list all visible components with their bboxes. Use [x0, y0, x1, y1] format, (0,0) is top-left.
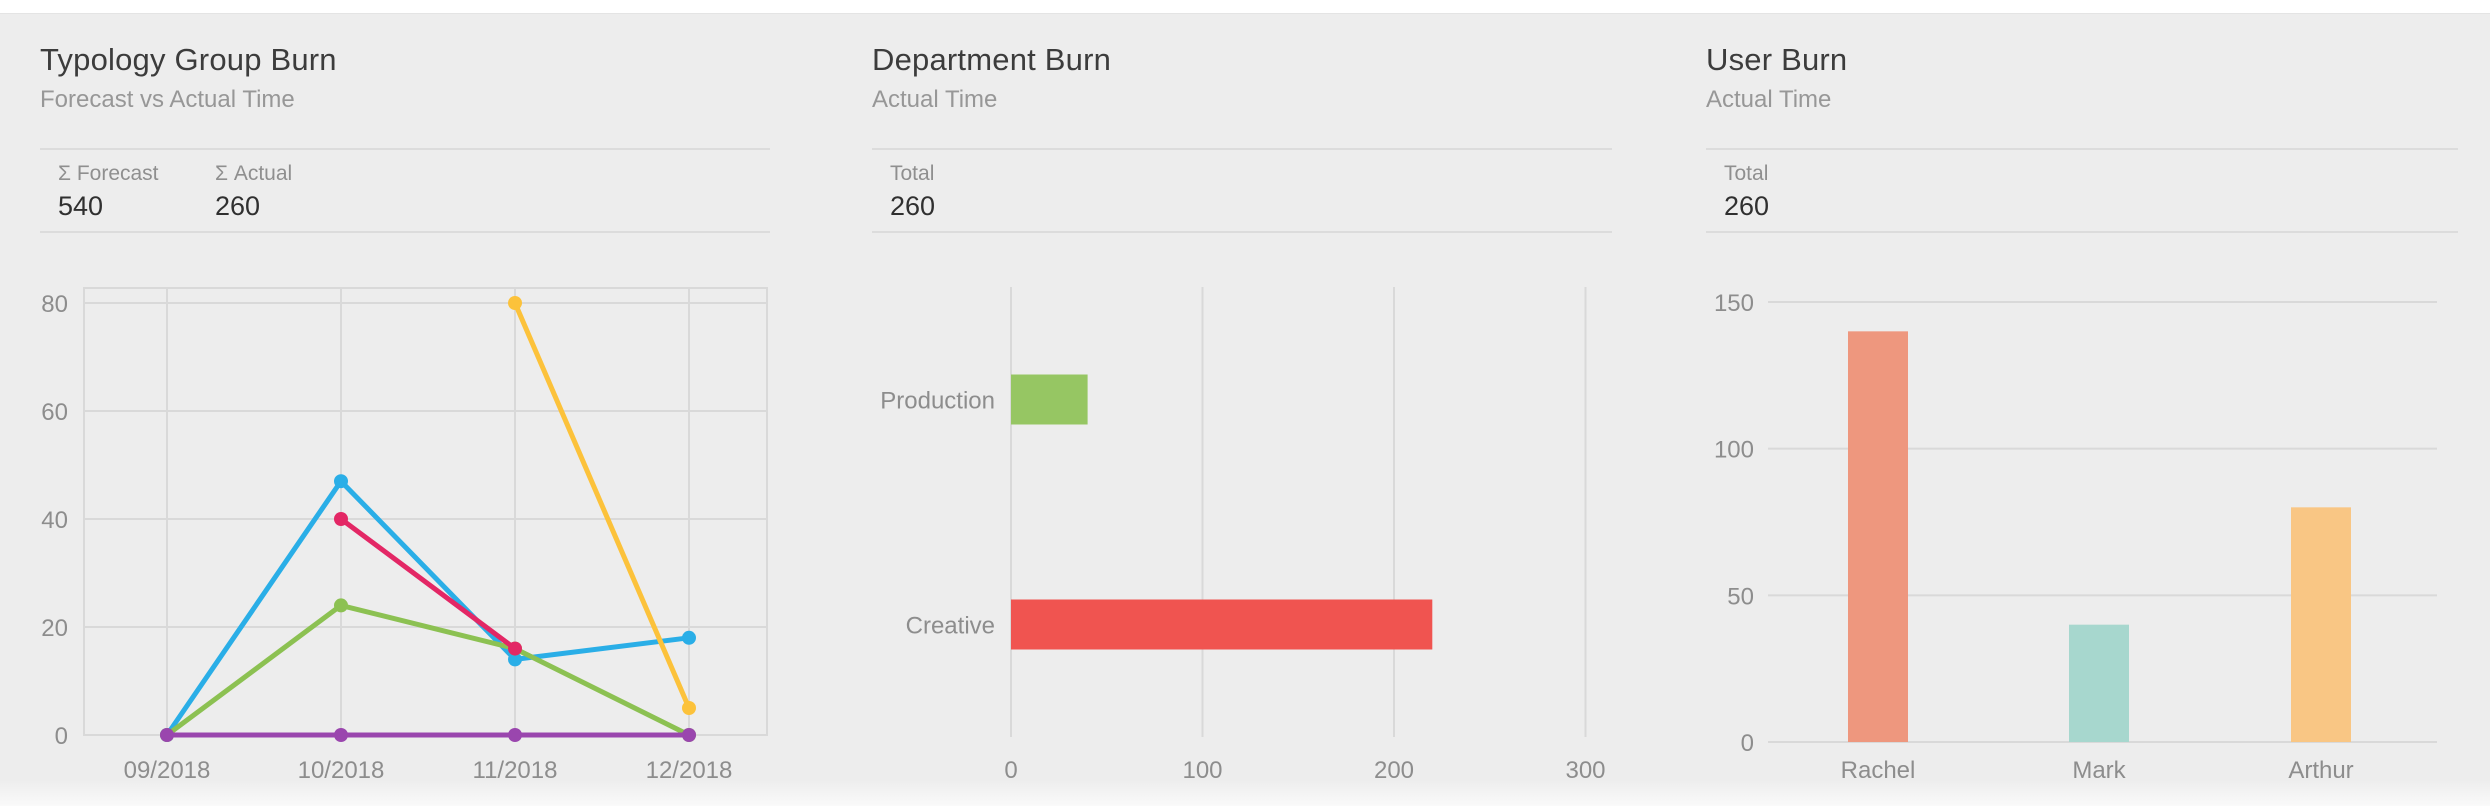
stat-label: Total	[890, 162, 935, 185]
top-bar	[0, 0, 2490, 14]
divider	[1706, 148, 2458, 150]
stat-value: 260	[890, 191, 936, 221]
y-tick-label: 50	[1727, 583, 1754, 610]
stats-row: Total 260	[890, 162, 1047, 222]
x-tick-label: 11/2018	[473, 757, 558, 784]
bar-mark[interactable]	[2069, 624, 2129, 742]
y-tick-label: 100	[1714, 437, 1754, 464]
stat-label: Σ Actual	[215, 162, 293, 185]
bar-creative[interactable]	[1011, 599, 1433, 650]
x-tick-label: 100	[1182, 757, 1222, 784]
bar-production[interactable]	[1011, 374, 1088, 425]
y-tick-label: 150	[1714, 290, 1754, 317]
line-series-pink	[338, 516, 518, 652]
y-tick-label: 40	[41, 507, 68, 534]
stat-value: 260	[215, 191, 261, 221]
typology-group-burn-line-chart: 0 20 40 60 80 09/2018 10/2018 11/2018 12/2018	[30, 275, 790, 800]
divider	[872, 148, 1612, 150]
category-label: Mark	[2072, 757, 2126, 784]
panel-department-burn: Department Burn Actual Time Total 260 0 1…	[872, 14, 1612, 806]
data-point-blue[interactable]	[334, 474, 348, 489]
panel-user-burn: User Burn Actual Time Total 260 0 50 100 15…	[1706, 14, 2458, 806]
x-tick-label: 09/2018	[124, 757, 211, 784]
x-tick-label: 12/2018	[646, 757, 733, 784]
category-label: Creative	[906, 613, 995, 640]
x-tick-label: 10/2018	[298, 757, 385, 784]
panel-typology-group-burn: Typology Group Burn Forecast vs Actual T…	[40, 14, 770, 806]
user-burn-column-chart: 0 50 100 150 Rachel Mark Arthur	[1706, 275, 2470, 800]
stats-row: Σ Forecast 540 Σ Actual 260	[58, 162, 372, 222]
data-point-blue[interactable]	[682, 630, 696, 645]
y-tick-label: 0	[1741, 730, 1754, 757]
stats-row: Total 260	[1724, 162, 1881, 222]
data-point-purple[interactable]	[508, 728, 522, 742]
data-point-blue[interactable]	[508, 652, 522, 667]
stat-label: Total	[1724, 162, 1769, 185]
divider	[40, 148, 770, 150]
plot-border	[83, 287, 768, 736]
stat-value: 260	[1724, 191, 1770, 221]
category-label: Arthur	[2288, 757, 2353, 784]
panel-title: Typology Group Burn	[40, 42, 337, 77]
panel-title: Department Burn	[872, 42, 1112, 77]
divider	[1706, 231, 2458, 233]
hbar-chart-svg: 0 100 200 300 Production Creative	[880, 287, 1606, 784]
stat-total: Total 260	[1724, 162, 1881, 222]
x-tick-label: 200	[1374, 757, 1414, 784]
stat-value: 540	[58, 191, 104, 221]
y-tick-label: 80	[41, 291, 68, 318]
divider	[40, 231, 770, 233]
divider	[872, 231, 1612, 233]
x-tick-label: 300	[1565, 757, 1605, 784]
data-point-yellow[interactable]	[682, 701, 696, 715]
stat-label: Σ Forecast	[58, 162, 159, 185]
panel-title: User Burn	[1706, 42, 1848, 77]
line-series-blue	[164, 478, 692, 738]
category-label: Rachel	[1841, 757, 1916, 784]
x-tick-label: 0	[1004, 757, 1017, 784]
data-point-purple[interactable]	[682, 728, 696, 742]
stat-sum-actual: Σ Actual 260	[215, 162, 372, 222]
panel-subtitle: Forecast vs Actual Time	[40, 86, 295, 113]
data-point-purple[interactable]	[334, 728, 348, 742]
data-point-yellow[interactable]	[508, 296, 522, 310]
data-point-pink[interactable]	[508, 641, 522, 656]
y-tick-label: 20	[41, 615, 68, 642]
bar-arthur[interactable]	[2291, 507, 2351, 742]
line-series-yellow	[512, 300, 692, 711]
category-label: Production	[880, 388, 995, 415]
y-tick-label: 60	[41, 399, 68, 426]
y-tick-label: 0	[55, 723, 68, 750]
stat-sum-forecast: Σ Forecast 540	[58, 162, 215, 222]
panel-subtitle: Actual Time	[872, 86, 998, 113]
line-series-green	[164, 602, 692, 738]
department-burn-bar-chart: 0 100 200 300 Production Creative	[872, 275, 1660, 800]
data-point-green[interactable]	[334, 598, 348, 613]
line-chart-svg: 0 20 40 60 80 09/2018 10/2018 11/2018 12/2018	[41, 287, 768, 784]
panel-subtitle: Actual Time	[1706, 86, 1832, 113]
bar-rachel[interactable]	[1848, 331, 1908, 742]
column-chart-svg: 0 50 100 150 Rachel Mark Arthur	[1714, 290, 2437, 784]
data-point-pink[interactable]	[334, 512, 348, 526]
stat-total: Total 260	[890, 162, 1047, 222]
data-point-purple[interactable]	[160, 728, 174, 742]
